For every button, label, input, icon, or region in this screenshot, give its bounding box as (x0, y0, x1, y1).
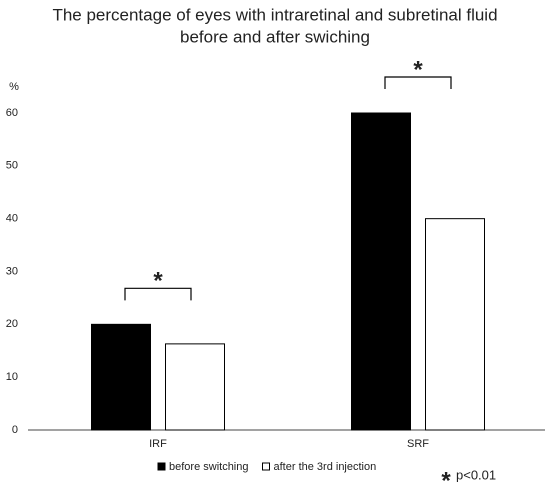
y-tick-label: 0 (12, 424, 18, 436)
significance-note: p<0.01 (456, 467, 496, 482)
bar (165, 343, 225, 431)
y-tick-label: 30 (6, 265, 18, 277)
y-tick-label: 50 (6, 160, 18, 172)
bar (425, 218, 485, 431)
bar (91, 323, 151, 431)
chart-title: The percentage of eyes with intraretinal… (52, 5, 497, 24)
legend-label: before switching (169, 461, 249, 473)
legend-label: after the 3rd injection (274, 461, 377, 473)
significance-marker: * (413, 56, 423, 83)
bar (351, 112, 411, 431)
y-tick-label: 60 (6, 107, 18, 119)
significance-marker: * (153, 268, 163, 295)
x-tick-label: IRF (149, 438, 167, 450)
chart-title: before and after swiching (180, 27, 370, 46)
y-tick-label: 40 (6, 213, 18, 225)
legend-swatch (262, 462, 270, 471)
y-tick-label: 20 (6, 318, 18, 330)
y-tick-label: 10 (6, 371, 18, 383)
legend-swatch (157, 462, 166, 471)
x-tick-label: SRF (407, 438, 429, 450)
significance-bracket (124, 287, 192, 301)
significance-marker: * (441, 467, 451, 490)
significance-bracket (384, 76, 452, 89)
y-axis-label: % (9, 81, 19, 93)
